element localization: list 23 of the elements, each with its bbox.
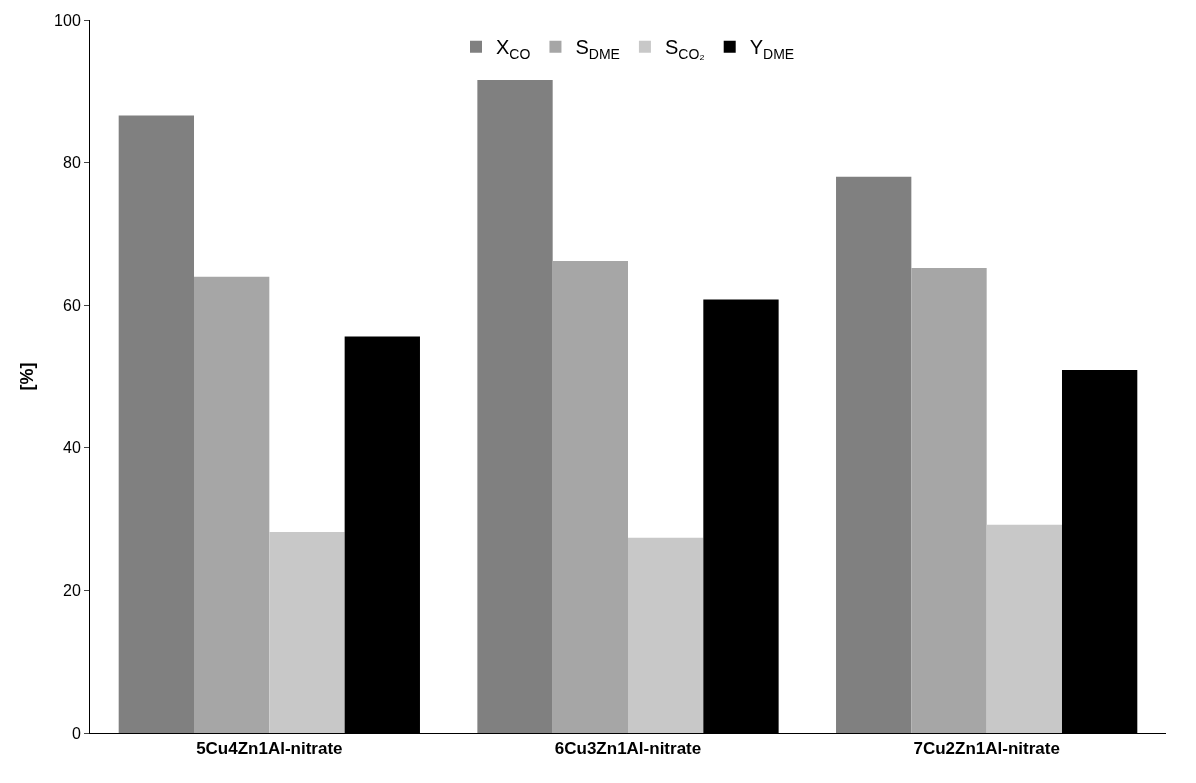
bar bbox=[194, 276, 270, 733]
y-tick-label: 80 bbox=[63, 154, 81, 172]
x-tick-label: 5Cu4Zn1Al-nitrate bbox=[196, 739, 343, 759]
bar bbox=[986, 524, 1062, 733]
y-tick-label: 60 bbox=[63, 296, 81, 314]
legend-label: X$_{CO}$ bbox=[496, 36, 531, 62]
x-tick-label: 6Cu3Zn1Al-nitrate bbox=[554, 739, 702, 759]
y-tick-label: 40 bbox=[63, 439, 81, 457]
legend-label: S$_{CO₂}$ bbox=[664, 36, 705, 62]
bar bbox=[552, 260, 628, 733]
y-tick-label: 0 bbox=[71, 724, 81, 742]
bar bbox=[269, 531, 345, 733]
bar bbox=[628, 537, 704, 733]
bar bbox=[118, 115, 195, 733]
legend-label: S$_{DME}$ bbox=[575, 36, 620, 62]
y-tick-label: 100 bbox=[54, 11, 81, 29]
y-tick-label: 20 bbox=[63, 582, 81, 599]
bar bbox=[836, 176, 912, 733]
bar bbox=[911, 268, 987, 733]
bar bbox=[477, 79, 553, 733]
x-tick-label: 7Cu2Zn1Al-nitrate bbox=[913, 739, 1060, 759]
legend-label: Y$_{DME}$ bbox=[749, 36, 795, 62]
y-axis-title: [%] bbox=[17, 362, 38, 391]
